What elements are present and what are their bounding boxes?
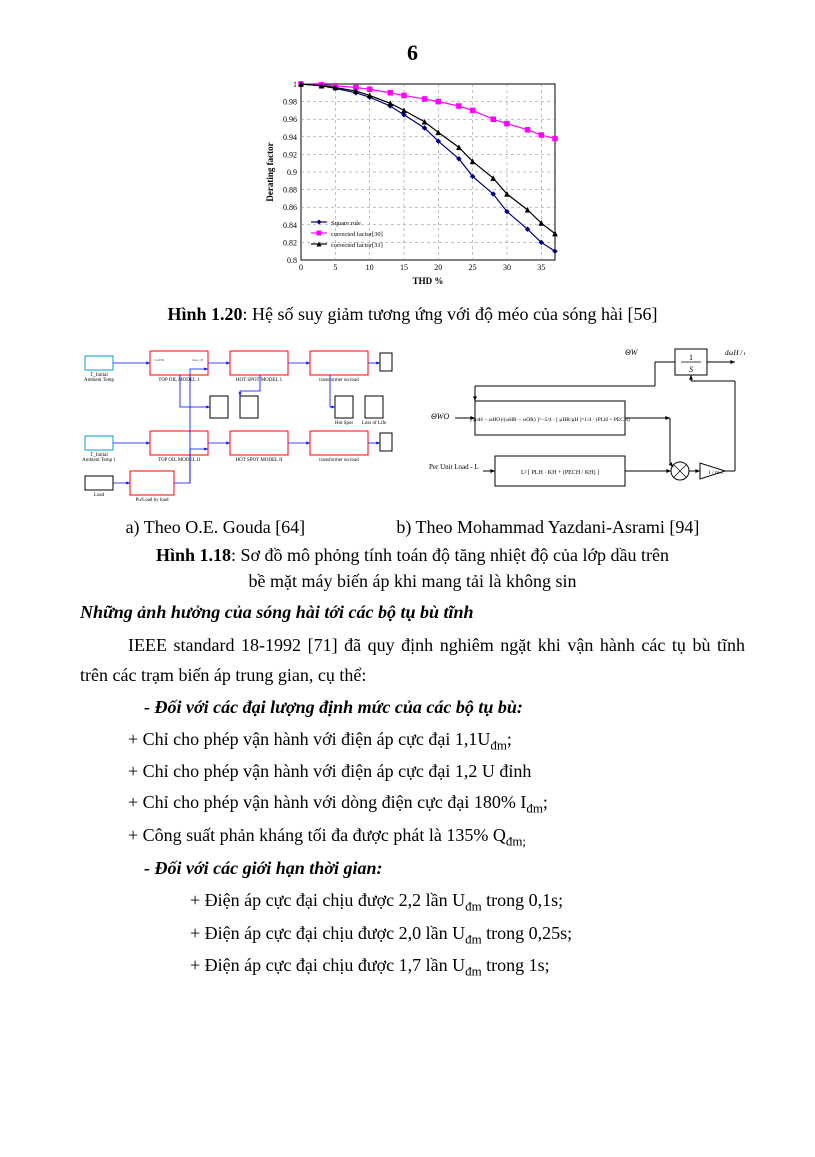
svg-text:corrected factor[30]: corrected factor[30]: [331, 231, 383, 238]
subcaption-b: b) Theo Mohammad Yazdani-Asrami [94]: [396, 517, 699, 538]
subsection-rated: - Đối với các đại lượng định mức của các…: [144, 697, 745, 718]
derating-chart-container: 0 5 10 15 20 25 30 35 0.8 0.82 0.84 0.86 0.88 0.9 0.92…: [80, 78, 745, 288]
bullet-tail: ;: [543, 792, 548, 812]
bullet-text: + Chỉ cho phép vận hành với điện áp cực …: [128, 729, 490, 749]
svg-text:0: 0: [299, 263, 303, 272]
bullet-current-180: + Chỉ cho phép vận hành với dòng điện cự…: [128, 787, 745, 820]
svg-text:20: 20: [434, 263, 442, 272]
bullet-text: + Chỉ cho phép vận hành với dòng điện cự…: [128, 792, 526, 812]
svg-text:1: 1: [689, 353, 693, 362]
subscript: đm: [526, 801, 543, 816]
svg-text:0.82: 0.82: [283, 238, 297, 247]
svg-text:Load: Load: [94, 493, 105, 498]
bullet-tail: trong 1s;: [482, 955, 550, 975]
svg-text:Per Unit Load - L: Per Unit Load - L: [429, 463, 479, 471]
section-heading-harmonic: Những ảnh hưởng của sóng hài tới các bộ …: [80, 602, 745, 623]
figure-1-20-text: : Hệ số suy giảm tương ứng với độ méo củ…: [243, 304, 658, 324]
svg-text:Pu/Load by load: Pu/Load by load: [135, 498, 169, 503]
svg-text:transformer on load: transformer on load: [319, 378, 359, 383]
svg-text:dωH / dt: dωH / dt: [725, 349, 745, 357]
svg-text:ΘWO: ΘWO: [431, 412, 449, 421]
bullet-voltage-120: + Chỉ cho phép vận hành với điện áp cực …: [128, 756, 745, 787]
svg-text:0.94: 0.94: [283, 133, 297, 142]
simulink-diagram-a: T_InitialAmbient TempTOP OIL MODEL 1HOT …: [80, 341, 400, 511]
svg-text:[ (ωH − ωHO)/(ωHR − ωOR) ]^−5/: [ (ωH − ωHO)/(ωHR − ωOR) ]^−5/4 · [ μHR/…: [470, 416, 630, 423]
subscript: đm: [465, 899, 482, 914]
svg-text:ΘW: ΘW: [625, 348, 639, 357]
subscript: đm: [490, 737, 507, 752]
page-number: 6: [80, 40, 745, 66]
svg-text:0.92: 0.92: [283, 150, 297, 159]
svg-text:HOT SPOT MODEL 1: HOT SPOT MODEL 1: [236, 378, 283, 383]
subcaption-a: a) Theo O.E. Gouda [64]: [126, 517, 306, 538]
bullet-tail: trong 0,1s;: [482, 890, 564, 910]
bullet-text: + Công suất phản kháng tối đa được phát …: [128, 825, 506, 845]
svg-text:theta_H: theta_H: [192, 358, 204, 362]
bullet-tail: trong 0,25s;: [482, 923, 573, 943]
svg-text:Hot Spot: Hot Spot: [335, 421, 354, 426]
svg-text:0.8: 0.8: [287, 256, 297, 265]
svg-text:Ambient Temp 1: Ambient Temp 1: [82, 458, 116, 463]
svg-text:TOP OIL MODEL II: TOP OIL MODEL II: [158, 458, 200, 463]
subcaption-row: a) Theo O.E. Gouda [64] b) Theo Mohammad…: [80, 517, 745, 538]
svg-text:0.96: 0.96: [283, 115, 297, 124]
svg-text:10: 10: [365, 263, 373, 272]
bullet-text: + Điện áp cực đại chịu được 2,0 lần U: [190, 923, 465, 943]
figure-1-20-caption: Hình 1.20: Hệ số suy giảm tương ứng với …: [80, 302, 745, 327]
figure-1-18-line1: : Sơ đồ mô phỏng tính toán độ tăng nhiệt…: [231, 545, 669, 565]
bullet-text: + Điện áp cực đại chịu được 2,2 lần U: [190, 890, 465, 910]
svg-text:0.88: 0.88: [283, 186, 297, 195]
derating-chart: 0 5 10 15 20 25 30 35 0.8 0.82 0.84 0.86 0.88 0.9 0.92…: [263, 78, 563, 288]
svg-text:HOT SPOT MODEL II: HOT SPOT MODEL II: [236, 458, 283, 463]
svg-text:transformer on load: transformer on load: [319, 458, 359, 463]
bullet-power-135: + Công suất phản kháng tối đa được phát …: [128, 820, 745, 853]
subscript: đm;: [506, 833, 526, 848]
svg-text:30: 30: [502, 263, 510, 272]
svg-text:1: 1: [293, 80, 297, 89]
figure-1-18-label: Hình 1.18: [156, 545, 231, 565]
subscript: đm: [465, 964, 482, 979]
figure-1-18-caption: Hình 1.18: Sơ đồ mô phỏng tính toán độ t…: [80, 542, 745, 594]
bullet-tail: ;: [507, 729, 512, 749]
svg-text:THD %: THD %: [412, 276, 443, 286]
svg-text:Square rule: Square rule: [331, 220, 361, 227]
timelimit-20: + Điện áp cực đại chịu được 2,0 lần Uđm …: [190, 918, 745, 951]
svg-text:CurHO: CurHO: [154, 358, 165, 362]
block-diagram-b: 1 S ΘW dωH / dt [ (ωH − ωHO)/(ωHR − ωOR) ]^−…: [425, 341, 745, 511]
subscript: đm: [465, 931, 482, 946]
paragraph-ieee: IEEE standard 18-1992 [71] đã quy định n…: [80, 631, 745, 690]
subsection-time-limits: - Đối với các giới hạn thời gian:: [144, 858, 745, 879]
bullet-voltage-110: + Chỉ cho phép vận hành với điện áp cực …: [128, 724, 745, 757]
figure-1-18-line2: bề mặt máy biến áp khi mang tải là không…: [249, 571, 577, 591]
svg-text:25: 25: [468, 263, 476, 272]
svg-text:TOP OIL MODEL 1: TOP OIL MODEL 1: [158, 378, 200, 383]
svg-text:1 / m·c: 1 / m·c: [708, 470, 724, 476]
svg-text:Loss of Life: Loss of Life: [362, 421, 387, 426]
diagram-row: T_InitialAmbient TempTOP OIL MODEL 1HOT …: [80, 341, 745, 511]
timelimit-17: + Điện áp cực đại chịu được 1,7 lần Uđm …: [190, 950, 745, 983]
figure-1-20-label: Hình 1.20: [167, 304, 242, 324]
svg-text:0.86: 0.86: [283, 203, 297, 212]
svg-text:L² [ PLH · KH + (PECH / KH) ]: L² [ PLH · KH + (PECH / KH) ]: [521, 469, 599, 476]
svg-text:Ambient Temp: Ambient Temp: [84, 378, 114, 383]
svg-text:Derating factor: Derating factor: [265, 142, 275, 201]
bullet-text: + Điện áp cực đại chịu được 1,7 lần U: [190, 955, 465, 975]
svg-text:corrected factor[31]: corrected factor[31]: [331, 242, 383, 249]
svg-text:15: 15: [399, 263, 407, 272]
timelimit-22: + Điện áp cực đại chịu được 2,2 lần Uđm …: [190, 885, 745, 918]
svg-text:0.9: 0.9: [287, 168, 297, 177]
svg-text:0.98: 0.98: [283, 98, 297, 107]
svg-text:5: 5: [333, 263, 337, 272]
svg-text:35: 35: [537, 263, 545, 272]
svg-text:0.84: 0.84: [283, 221, 297, 230]
svg-text:S: S: [689, 365, 693, 374]
